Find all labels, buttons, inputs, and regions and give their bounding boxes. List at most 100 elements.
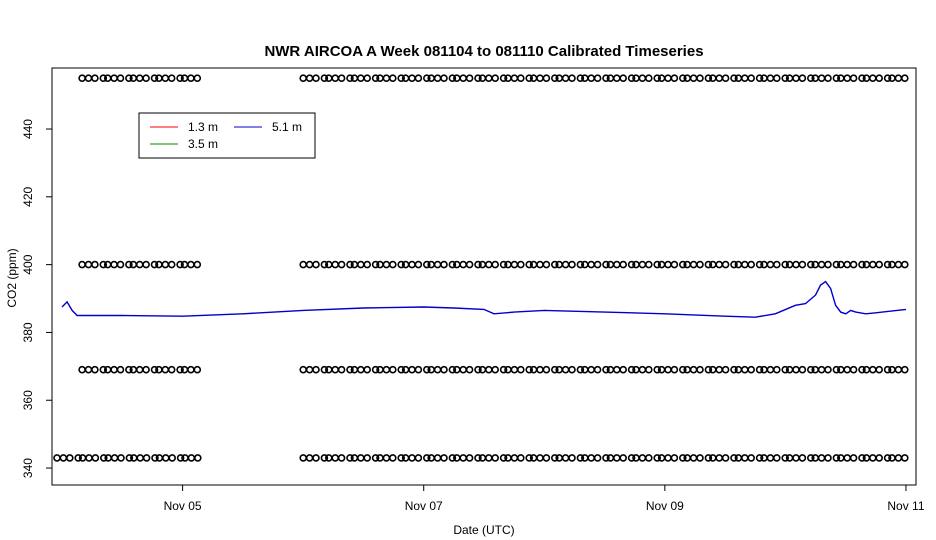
flag-marker-266 bbox=[883, 260, 892, 269]
flag-marker-364 bbox=[900, 365, 909, 374]
flag-marker-436 bbox=[755, 454, 764, 462]
flag-marker-418 bbox=[638, 454, 647, 462]
flag-marker-90 bbox=[363, 74, 372, 82]
flag-marker-403 bbox=[542, 454, 551, 462]
flag-marker-56 bbox=[193, 365, 202, 374]
flag-marker-107 bbox=[474, 74, 482, 82]
flag-marker-126 bbox=[593, 74, 602, 82]
flag-marker-427 bbox=[696, 454, 704, 462]
flag-marker-165 bbox=[843, 74, 852, 82]
flag-marker-458 bbox=[894, 454, 903, 462]
flag-marker-415 bbox=[619, 454, 628, 462]
flag-marker-391 bbox=[465, 454, 474, 462]
flag-marker-446 bbox=[817, 454, 826, 462]
flag-marker-145 bbox=[715, 74, 724, 82]
flag-marker-110 bbox=[491, 74, 500, 82]
flag-marker-176 bbox=[305, 260, 314, 269]
flag-marker-431 bbox=[721, 454, 730, 462]
flag-marker-34 bbox=[176, 260, 184, 269]
flag-marker-268 bbox=[894, 260, 903, 269]
flag-marker-356 bbox=[849, 365, 858, 374]
flag-marker-382 bbox=[408, 454, 416, 462]
legend: 1.3 m 5.1 m 3.5 m bbox=[138, 112, 316, 159]
flag-marker-246 bbox=[755, 260, 764, 269]
flag-marker-452 bbox=[858, 454, 866, 462]
flag-marker-262 bbox=[858, 260, 866, 269]
flag-marker-344 bbox=[772, 365, 781, 374]
flag-marker-230 bbox=[653, 260, 662, 269]
flag-marker-167 bbox=[858, 74, 866, 82]
flag-marker-258 bbox=[832, 260, 841, 269]
flag-marker-173 bbox=[894, 74, 903, 82]
flag-marker-297 bbox=[474, 365, 482, 374]
flag-marker-210 bbox=[525, 260, 534, 269]
flag-marker-149 bbox=[740, 74, 749, 82]
flag-marker-18 bbox=[193, 74, 202, 82]
flag-marker-111 bbox=[499, 74, 508, 82]
flag-marker-339 bbox=[740, 365, 749, 374]
flag-marker-72 bbox=[151, 454, 159, 462]
flag-marker-5 bbox=[110, 74, 118, 82]
flag-marker-182 bbox=[346, 260, 354, 269]
flag-marker-337 bbox=[730, 365, 738, 374]
flag-marker-218 bbox=[576, 260, 585, 269]
flag-marker-368 bbox=[320, 454, 329, 462]
flag-marker-87 bbox=[346, 74, 354, 82]
flag-marker-347 bbox=[792, 365, 800, 374]
flag-marker-166 bbox=[849, 74, 858, 82]
flag-marker-44 bbox=[116, 365, 125, 374]
flag-marker-269 bbox=[900, 260, 909, 269]
flag-marker-317 bbox=[602, 365, 610, 374]
flag-marker-378 bbox=[382, 454, 391, 462]
flag-marker-304 bbox=[516, 365, 525, 374]
flag-marker-450 bbox=[843, 454, 852, 462]
flag-marker-225 bbox=[619, 260, 628, 269]
chart-title: NWR AIRCOA A Week 081104 to 081110 Calib… bbox=[264, 43, 703, 60]
flag-marker-1 bbox=[84, 74, 93, 82]
flag-marker-221 bbox=[593, 260, 602, 269]
flag-marker-39 bbox=[84, 365, 93, 374]
flag-marker-154 bbox=[772, 74, 781, 82]
flag-marker-131 bbox=[627, 74, 636, 82]
flag-marker-80 bbox=[299, 74, 308, 82]
flag-marker-213 bbox=[542, 260, 551, 269]
flag-marker-455 bbox=[875, 454, 884, 462]
flag-marker-115 bbox=[525, 74, 534, 82]
flag-marker-29 bbox=[142, 260, 150, 269]
flag-marker-283 bbox=[382, 365, 391, 374]
flag-marker-36 bbox=[187, 260, 195, 269]
flag-marker-383 bbox=[414, 454, 423, 462]
flag-marker-301 bbox=[499, 365, 508, 374]
flag-marker-75 bbox=[168, 454, 176, 462]
flag-marker-79 bbox=[194, 454, 202, 462]
flag-marker-420 bbox=[653, 454, 662, 462]
y-tick-label-1: 360 bbox=[21, 390, 35, 410]
flag-marker-101 bbox=[433, 74, 442, 82]
flag-marker-109 bbox=[484, 74, 493, 82]
flag-marker-135 bbox=[653, 74, 662, 82]
flag-marker-270 bbox=[299, 365, 308, 374]
x-tick-label-2: Nov 09 bbox=[646, 499, 684, 513]
flag-marker-169 bbox=[868, 74, 877, 82]
flag-marker-443 bbox=[798, 454, 807, 462]
flag-marker-202 bbox=[474, 260, 482, 269]
flag-marker-451 bbox=[849, 454, 858, 462]
flag-marker-348 bbox=[798, 365, 807, 374]
x-tick-label-3: Nov 11 bbox=[887, 499, 924, 513]
flag-marker-303 bbox=[510, 365, 519, 374]
y-axis-label: CO2 (ppm) bbox=[5, 248, 19, 307]
flag-marker-229 bbox=[644, 260, 653, 269]
plot-frame bbox=[51, 67, 917, 486]
flag-marker-228 bbox=[638, 260, 647, 269]
flag-marker-264 bbox=[868, 260, 877, 269]
flag-marker-366 bbox=[305, 454, 314, 462]
flag-marker-47 bbox=[135, 365, 144, 374]
flag-marker-118 bbox=[542, 74, 551, 82]
flag-marker-245 bbox=[747, 260, 756, 269]
y-tick-label-3: 400 bbox=[21, 254, 35, 274]
flag-marker-162 bbox=[824, 74, 832, 82]
flag-marker-295 bbox=[459, 365, 468, 374]
flag-marker-9 bbox=[135, 74, 144, 82]
flag-marker-260 bbox=[843, 260, 852, 269]
flag-marker-439 bbox=[772, 454, 781, 462]
